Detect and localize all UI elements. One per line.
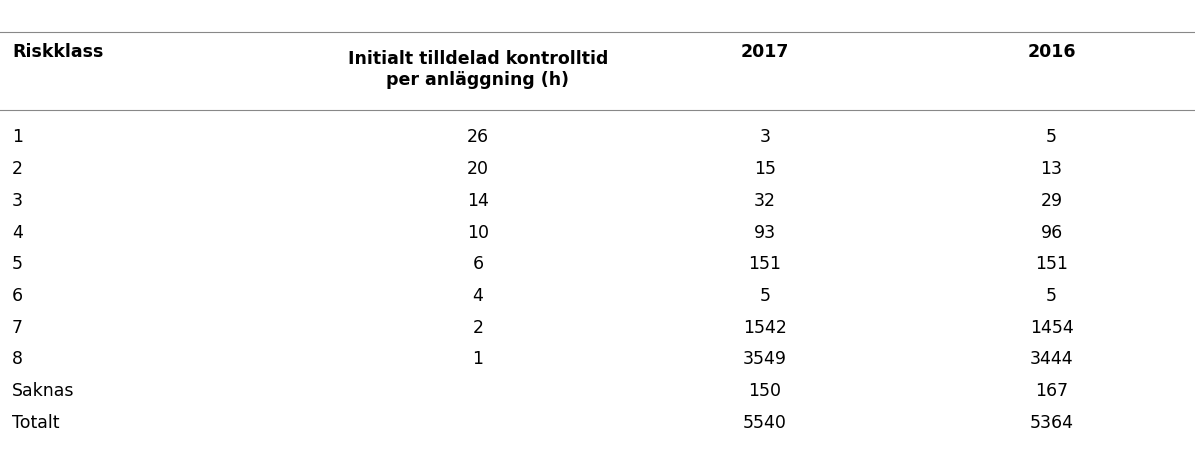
Text: 1454: 1454 bbox=[1030, 319, 1073, 337]
Text: 2: 2 bbox=[472, 319, 484, 337]
Text: 10: 10 bbox=[467, 224, 489, 242]
Text: 4: 4 bbox=[472, 287, 484, 305]
Text: 5364: 5364 bbox=[1030, 414, 1073, 432]
Text: 1: 1 bbox=[12, 128, 23, 146]
Text: 96: 96 bbox=[1041, 224, 1062, 242]
Text: 15: 15 bbox=[754, 160, 776, 178]
Text: 6: 6 bbox=[472, 255, 484, 273]
Text: 3444: 3444 bbox=[1030, 351, 1073, 369]
Text: 93: 93 bbox=[754, 224, 776, 242]
Text: 1: 1 bbox=[472, 351, 484, 369]
Text: 29: 29 bbox=[1041, 192, 1062, 210]
Text: 5540: 5540 bbox=[743, 414, 786, 432]
Text: 3: 3 bbox=[759, 128, 771, 146]
Text: 151: 151 bbox=[1035, 255, 1068, 273]
Text: Saknas: Saknas bbox=[12, 382, 74, 400]
Text: 4: 4 bbox=[12, 224, 23, 242]
Text: 5: 5 bbox=[1046, 287, 1058, 305]
Text: 3: 3 bbox=[12, 192, 23, 210]
Text: 7: 7 bbox=[12, 319, 23, 337]
Text: 2017: 2017 bbox=[741, 43, 789, 61]
Text: Riskklass: Riskklass bbox=[12, 43, 103, 61]
Text: 20: 20 bbox=[467, 160, 489, 178]
Text: 14: 14 bbox=[467, 192, 489, 210]
Text: 32: 32 bbox=[754, 192, 776, 210]
Text: 13: 13 bbox=[1041, 160, 1062, 178]
Text: 150: 150 bbox=[748, 382, 782, 400]
Text: Initialt tilldelad kontrolltid
per anläggning (h): Initialt tilldelad kontrolltid per anläg… bbox=[348, 50, 608, 89]
Text: 6: 6 bbox=[12, 287, 23, 305]
Text: 5: 5 bbox=[1046, 128, 1058, 146]
Text: 167: 167 bbox=[1035, 382, 1068, 400]
Text: 8: 8 bbox=[12, 351, 23, 369]
Text: 26: 26 bbox=[467, 128, 489, 146]
Text: Totalt: Totalt bbox=[12, 414, 60, 432]
Text: 2: 2 bbox=[12, 160, 23, 178]
Text: 151: 151 bbox=[748, 255, 782, 273]
Text: 5: 5 bbox=[759, 287, 771, 305]
Text: 1542: 1542 bbox=[743, 319, 786, 337]
Text: 2016: 2016 bbox=[1028, 43, 1076, 61]
Text: 5: 5 bbox=[12, 255, 23, 273]
Text: 3549: 3549 bbox=[743, 351, 786, 369]
